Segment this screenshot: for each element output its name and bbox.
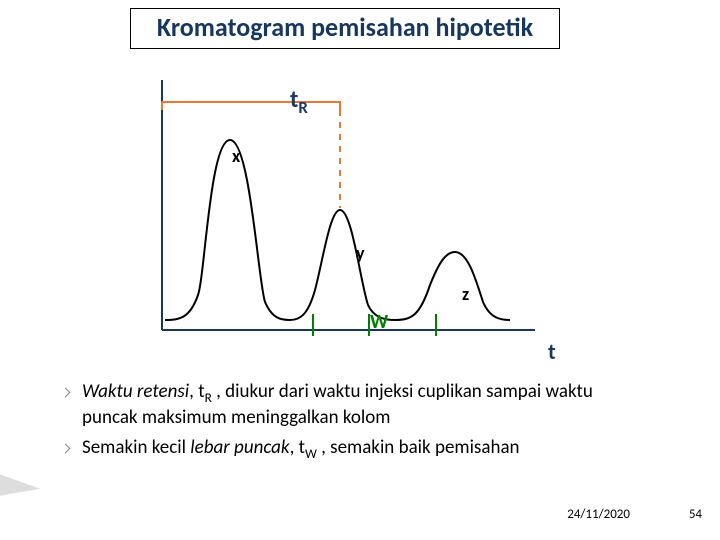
footer-page-number: 54 bbox=[689, 507, 702, 522]
bullet-2: Semakin kecil lebar puncak, tW , semakin… bbox=[82, 436, 650, 462]
footer-date: 24/11/2020 bbox=[567, 507, 630, 522]
chromatogram-chart bbox=[140, 80, 540, 350]
decor-triangle bbox=[0, 457, 40, 500]
tr-label: tR bbox=[290, 85, 308, 118]
slide-title: Kromatogram pemisahan hipotetik bbox=[130, 8, 560, 49]
bullet-notes: Waktu retensi, tR , diukur dari waktu in… bbox=[60, 380, 650, 469]
peak-label-x: x bbox=[232, 145, 240, 167]
bullet-1: Waktu retensi, tR , diukur dari waktu in… bbox=[82, 380, 650, 430]
tr-bracket bbox=[162, 102, 340, 110]
chromatogram-curve bbox=[165, 140, 510, 320]
peak-label-z: z bbox=[462, 283, 469, 305]
peak-label-y: y bbox=[356, 242, 365, 264]
axis-label-t: t bbox=[548, 338, 556, 365]
width-label-w: W bbox=[370, 310, 388, 334]
